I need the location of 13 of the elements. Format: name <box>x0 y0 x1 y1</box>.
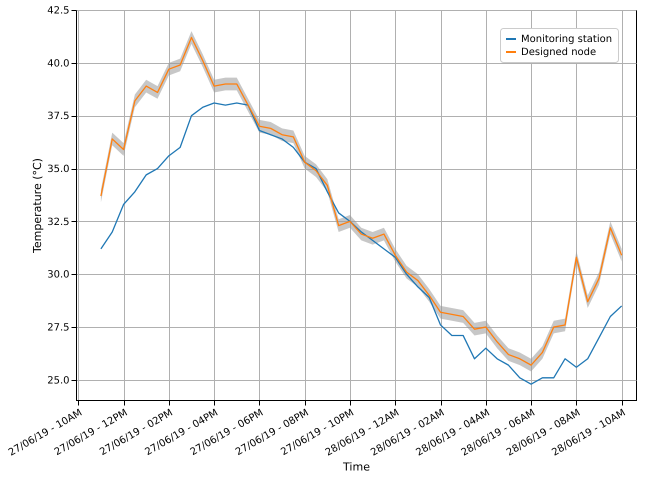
legend-label: Designed node <box>521 47 596 58</box>
y-tick-label: 32.5 <box>47 216 70 228</box>
y-tick-label: 25.0 <box>47 375 70 386</box>
y-tick-label: 30.0 <box>47 270 70 281</box>
line-series <box>100 102 622 385</box>
y-tick-label: 40.0 <box>47 58 70 70</box>
y-tick-label: 27.5 <box>47 322 70 334</box>
y-axis-title: Temperature (°C) <box>31 158 44 254</box>
x-axis-title: Time <box>342 460 370 474</box>
y-tick-label: 37.5 <box>47 111 70 122</box>
legend-label: Monitoring station <box>521 34 612 45</box>
y-tick-label: 42.5 <box>47 6 70 16</box>
y-tick-label: 35.0 <box>47 164 70 176</box>
